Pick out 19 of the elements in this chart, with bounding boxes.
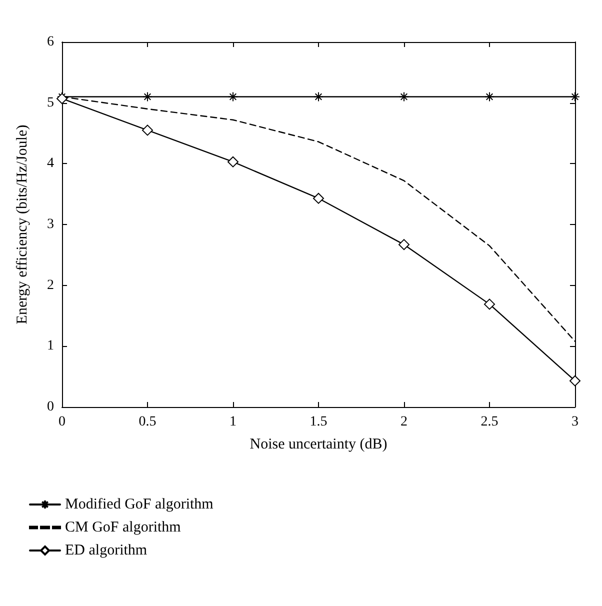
y-tick-label: 4 [47,156,54,172]
y-tick-label: 0 [47,400,54,414]
x-tick-label: 0 [58,414,66,430]
y-tick-label: 6 [47,34,54,50]
x-tick-label: 2 [400,414,408,430]
y-axis-title: Energy efficiency (bits/Hz/Joule) [14,124,30,324]
x-tick-label: 2.5 [480,414,498,430]
x-tick-label: 3 [572,414,578,430]
y-tick-label: 1 [47,338,54,354]
y-tick-label: 3 [47,217,54,232]
y-tick-label: 2 [47,278,54,293]
x-tick-label: 1 [230,414,236,430]
y-tick-label: 5 [47,95,54,110]
legend-label: CM GoF algorithm [65,520,182,536]
x-tick-label: 0.5 [138,414,156,430]
x-tick-label: 1.5 [310,414,328,430]
legend-label: Modified GoF algorithm [65,496,214,512]
x-axis-title: Noise uncertainty (dB) [250,436,388,452]
legend-label: ED algorithm [65,542,148,558]
